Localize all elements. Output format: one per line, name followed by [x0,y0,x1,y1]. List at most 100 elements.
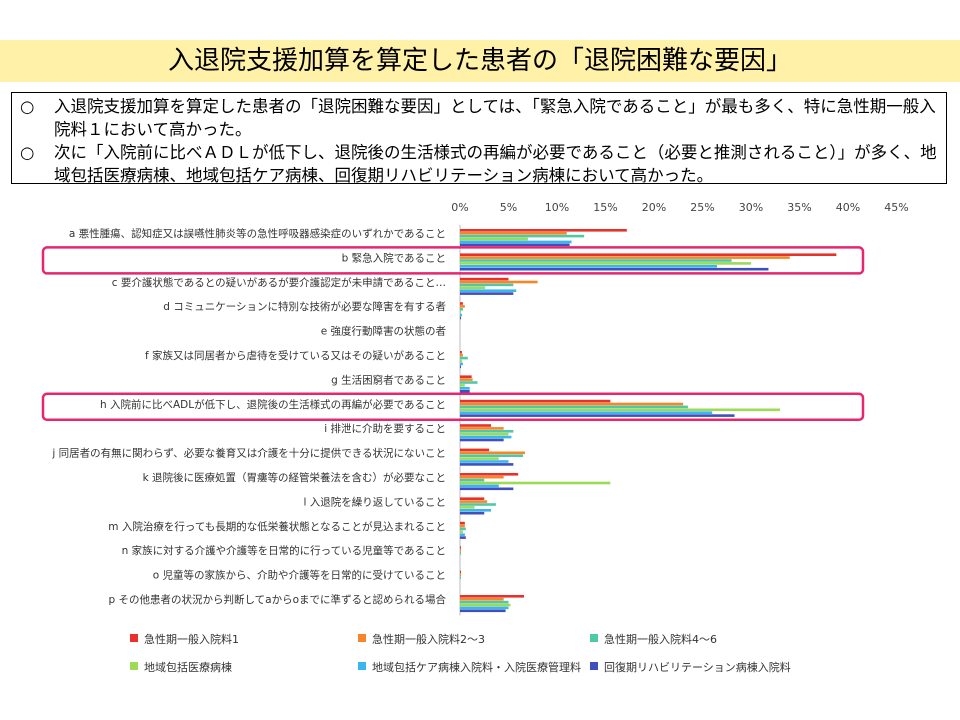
bar [460,570,461,574]
bar [460,430,514,433]
legend-swatch [590,634,598,642]
bar [460,606,509,610]
bar [460,302,463,305]
title-band [0,40,960,82]
bar [460,362,463,366]
bar [460,259,732,262]
bar [460,375,472,378]
bar [460,603,511,607]
summary-line: ○ 入退院支援加算を算定した患者の「退院困難な要因」としては、「緊急入院であるこ… [20,95,938,141]
bar [460,438,504,442]
bar [460,292,514,295]
bar [460,497,485,500]
bar [460,265,718,268]
bar [460,356,468,360]
legend-label: 急性期一般入院料4～6 [604,632,717,646]
bar [460,231,567,235]
bar [460,280,538,284]
category-label: g 生活困窮者であること [331,373,446,386]
category-label: k 退院後に医療処置（胃瘻等の経管栄養法を含む）が必要なこと [143,471,446,484]
highlight-box [41,392,865,422]
bar [460,600,509,604]
bar [460,475,504,479]
bar [460,511,485,515]
bar [460,503,496,506]
bar [460,359,462,363]
x-tick-label: 35% [787,201,811,214]
bar [460,536,466,539]
bar-chart: 0% 5% 10% 15% 20% 25% 30% 35% 40% 45% a 悪性腫瘍、認知症又は… [41,201,909,674]
bar [460,378,473,381]
page-title: 入退院支援加算を算定した患者の「退院困難な要因」 [167,46,792,76]
bar [460,506,475,509]
bar [460,262,751,265]
bar [460,234,585,238]
legend-label: 回復期リハビリテーション病棟入院料 [604,660,791,674]
bar [460,524,465,528]
bar [460,399,611,403]
legend-label: 地域包括ケア病棟入院料・入院医療管理料 [372,660,581,674]
highlight-box [41,246,865,275]
bar [460,229,627,232]
category-label: p その他患者の状況から判断してaからoまでに準ずると認められる場合 [108,593,446,606]
bar [460,549,461,552]
bar [460,448,490,452]
bar [460,389,470,393]
bar [460,487,514,491]
bar [460,595,525,598]
category-label: j 同居者の有無に関わらず、必要な養育又は介護を十分に提供できる状況にないこと [51,447,446,460]
summary-text: 入退院支援加算を算定した患者の「退院困難な要因」としては、「緊急入院であること」… [54,97,936,139]
bar [460,411,713,414]
category-label: b 緊急入院であること [342,251,446,264]
bar [460,424,492,427]
x-tick-label: 40% [836,201,860,214]
x-tick-label: 5% [500,201,517,214]
bar [460,402,684,406]
bar [460,473,519,476]
category-label: e 強度行動障害の状態の者 [321,325,446,338]
x-tick-label: 0% [451,201,468,214]
bar [460,308,463,311]
x-tick-label: 25% [690,201,714,214]
bar [460,546,461,549]
category-label: h 入院前に比べADLが低下し、退院後の生活様式の再編が必要であること [100,398,446,411]
x-tick-label: 45% [884,201,908,214]
x-tick-label: 30% [739,201,763,214]
bar [460,478,485,482]
category-label: o 児童等の家族から、介助や介護等を日常的に受けていること [153,569,446,582]
bar [460,289,517,292]
bar [460,509,492,512]
bar [460,609,506,613]
bar [460,253,837,256]
bar [460,408,781,412]
bar [460,454,524,457]
bar [460,316,461,320]
bar [460,310,461,314]
summary-line: ○ 次に「入院前に比べＡＤＬが低下し、退院後の生活様式の再編が必要であること（必… [20,141,938,187]
bar [460,597,504,601]
bar [460,277,509,281]
category-label: i 排泄に介助を要すること [324,422,446,435]
bar [460,240,572,244]
bar [460,533,465,536]
bullet-icon: ○ [20,143,35,162]
x-tick-label: 10% [545,201,569,214]
bar [460,353,463,357]
bar [460,387,470,390]
legend-label: 急性期一般入院料2～3 [372,632,485,646]
bullet-icon: ○ [20,97,35,116]
legend-label: 地域包括医療病棟 [144,660,232,674]
bar [460,463,514,466]
category-label: d コミュニケーションに特別な技術が必要な障害を有する者 [163,300,446,313]
category-label: n 家族に対する介護や介護等を日常的に行っている児童等であること [122,544,446,557]
legend-swatch [358,662,366,670]
bar [460,256,790,259]
bar [460,286,486,290]
category-label: c 要介護状態であるとの疑いがあるが要介護認定が未申請であること… [112,276,446,289]
legend-label: 急性期一般入院料1 [144,632,239,646]
bar [460,365,461,369]
bar [460,351,462,354]
bar [460,457,499,460]
bar [460,460,509,463]
bar [460,500,488,503]
